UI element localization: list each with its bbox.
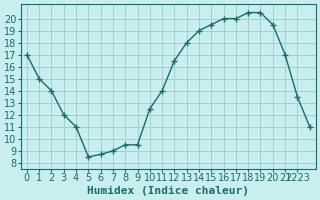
X-axis label: Humidex (Indice chaleur): Humidex (Indice chaleur) xyxy=(87,186,249,196)
